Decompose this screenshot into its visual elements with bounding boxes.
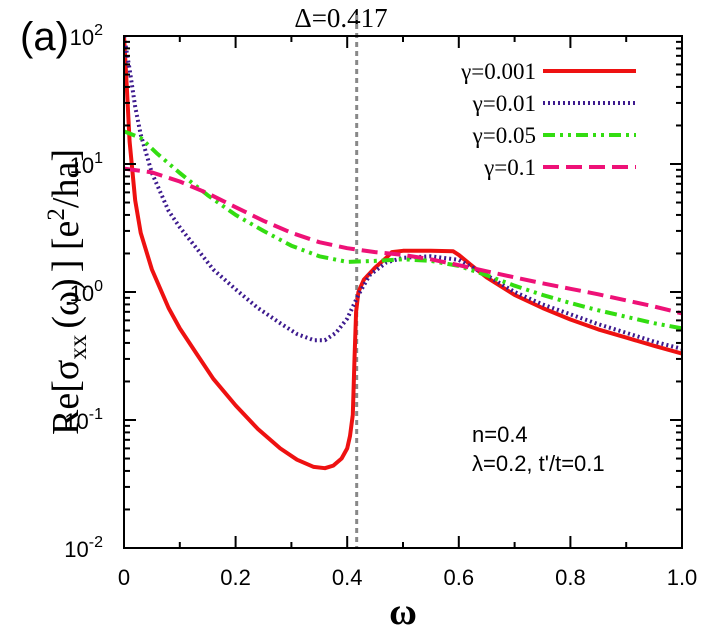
y-tick-exponent: 0 — [94, 278, 103, 295]
y-label-sub: xx — [65, 334, 92, 360]
y-label-pre: Re[ — [45, 380, 87, 435]
y-tick-label: 102 — [70, 22, 103, 50]
y-tick-label: 10-2 — [64, 534, 103, 562]
y-label-omega: (ω) — [45, 278, 87, 328]
y-tick-exponent: 2 — [94, 22, 103, 39]
x-axis-label: ω — [389, 591, 417, 633]
y-tick-exponent: -2 — [89, 534, 103, 551]
x-tick-label: 0.8 — [555, 565, 586, 590]
y-label-mid: ] [e — [45, 221, 87, 273]
y-label-sup: 2 — [43, 208, 70, 221]
legend-label: γ=0.05 — [472, 123, 536, 148]
y-tick-label: 100 — [70, 278, 103, 306]
series-line-3 — [124, 166, 682, 316]
y-tick-label: 10-1 — [64, 406, 103, 434]
y-tick-base: 10 — [64, 409, 88, 434]
y-label-sigma: σ — [45, 360, 87, 380]
x-tick-label: 0 — [118, 565, 130, 590]
y-tick-base: 10 — [70, 281, 94, 306]
x-tick-label: 0.4 — [332, 565, 363, 590]
x-tick-label: 0.6 — [444, 565, 475, 590]
y-tick-base: 10 — [64, 537, 88, 562]
legend-label: γ=0.1 — [483, 155, 536, 180]
series-line-2 — [124, 129, 682, 331]
annotation-density: n=0.4 — [472, 422, 528, 447]
y-axis-label: Re[σxx (ω) ] [e2/ha] — [43, 149, 92, 435]
series-line-0 — [124, 36, 682, 471]
y-tick-base: 10 — [70, 25, 94, 50]
x-tick-label: 1.0 — [667, 565, 698, 590]
panel-label: (a) — [20, 15, 69, 59]
legend-label: γ=0.01 — [472, 91, 536, 116]
y-tick-label: 101 — [70, 150, 103, 178]
series-line-1 — [124, 36, 682, 351]
y-tick-base: 10 — [70, 153, 94, 178]
x-tick-label: 0.2 — [220, 565, 251, 590]
gap-label: Δ=0.417 — [294, 3, 387, 33]
y-tick-exponent: -1 — [89, 406, 103, 423]
annotation-params: λ=0.2, t'/t=0.1 — [472, 451, 605, 476]
y-label-post: /ha] — [45, 149, 87, 208]
y-tick-exponent: 1 — [94, 150, 103, 167]
legend-label: γ=0.001 — [460, 59, 536, 84]
